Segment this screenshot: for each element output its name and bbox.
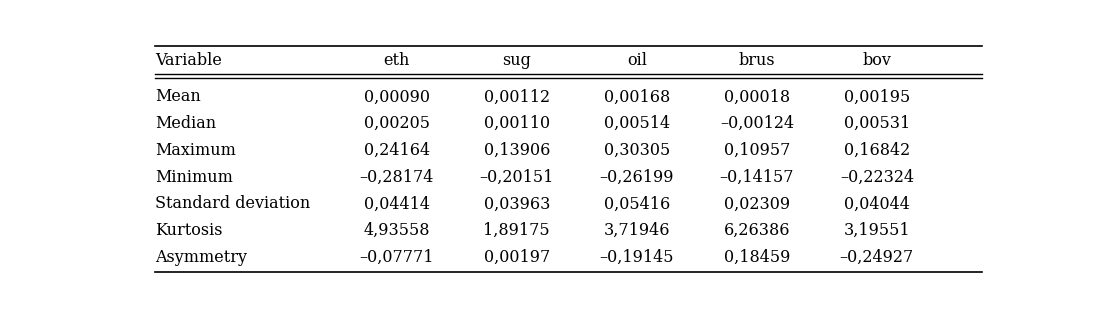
Text: –0,24927: –0,24927 bbox=[840, 249, 914, 266]
Text: 0,00090: 0,00090 bbox=[363, 88, 429, 105]
Text: Minimum: Minimum bbox=[154, 169, 232, 186]
Text: 3,71946: 3,71946 bbox=[603, 222, 671, 239]
Text: –0,00124: –0,00124 bbox=[720, 115, 794, 132]
Text: 0,00514: 0,00514 bbox=[603, 115, 669, 132]
Text: 0,10957: 0,10957 bbox=[723, 142, 791, 159]
Text: 0,00195: 0,00195 bbox=[843, 88, 909, 105]
Text: 0,00112: 0,00112 bbox=[483, 88, 549, 105]
Text: 0,02309: 0,02309 bbox=[723, 195, 789, 213]
Text: Asymmetry: Asymmetry bbox=[154, 249, 247, 266]
Text: eth: eth bbox=[383, 52, 410, 69]
Text: 0,03963: 0,03963 bbox=[483, 195, 550, 213]
Text: 0,00110: 0,00110 bbox=[483, 115, 549, 132]
Text: 0,00531: 0,00531 bbox=[843, 115, 909, 132]
Text: 0,18459: 0,18459 bbox=[723, 249, 791, 266]
Text: –0,07771: –0,07771 bbox=[360, 249, 434, 266]
Text: 1,89175: 1,89175 bbox=[483, 222, 550, 239]
Text: 0,30305: 0,30305 bbox=[603, 142, 669, 159]
Text: brus: brus bbox=[739, 52, 775, 69]
Text: –0,14157: –0,14157 bbox=[720, 169, 794, 186]
Text: Mean: Mean bbox=[154, 88, 200, 105]
Text: Variable: Variable bbox=[154, 52, 221, 69]
Text: 4,93558: 4,93558 bbox=[363, 222, 430, 239]
Text: Median: Median bbox=[154, 115, 216, 132]
Text: 0,04044: 0,04044 bbox=[843, 195, 909, 213]
Text: 0,00205: 0,00205 bbox=[363, 115, 429, 132]
Text: 0,00197: 0,00197 bbox=[483, 249, 549, 266]
Text: Kurtosis: Kurtosis bbox=[154, 222, 222, 239]
Text: –0,22324: –0,22324 bbox=[840, 169, 914, 186]
Text: –0,26199: –0,26199 bbox=[600, 169, 674, 186]
Text: 0,04414: 0,04414 bbox=[363, 195, 429, 213]
Text: –0,19145: –0,19145 bbox=[600, 249, 674, 266]
Text: oil: oil bbox=[626, 52, 646, 69]
Text: –0,28174: –0,28174 bbox=[360, 169, 434, 186]
Text: 3,19551: 3,19551 bbox=[843, 222, 911, 239]
Text: sug: sug bbox=[502, 52, 532, 69]
Text: 0,05416: 0,05416 bbox=[603, 195, 669, 213]
Text: 0,24164: 0,24164 bbox=[363, 142, 429, 159]
Text: 0,00168: 0,00168 bbox=[603, 88, 669, 105]
Text: 0,16842: 0,16842 bbox=[843, 142, 909, 159]
Text: –0,20151: –0,20151 bbox=[480, 169, 554, 186]
Text: 6,26386: 6,26386 bbox=[723, 222, 791, 239]
Text: Maximum: Maximum bbox=[154, 142, 236, 159]
Text: 0,13906: 0,13906 bbox=[483, 142, 550, 159]
Text: 0,00018: 0,00018 bbox=[723, 88, 789, 105]
Text: Standard deviation: Standard deviation bbox=[154, 195, 310, 213]
Text: bov: bov bbox=[862, 52, 892, 69]
